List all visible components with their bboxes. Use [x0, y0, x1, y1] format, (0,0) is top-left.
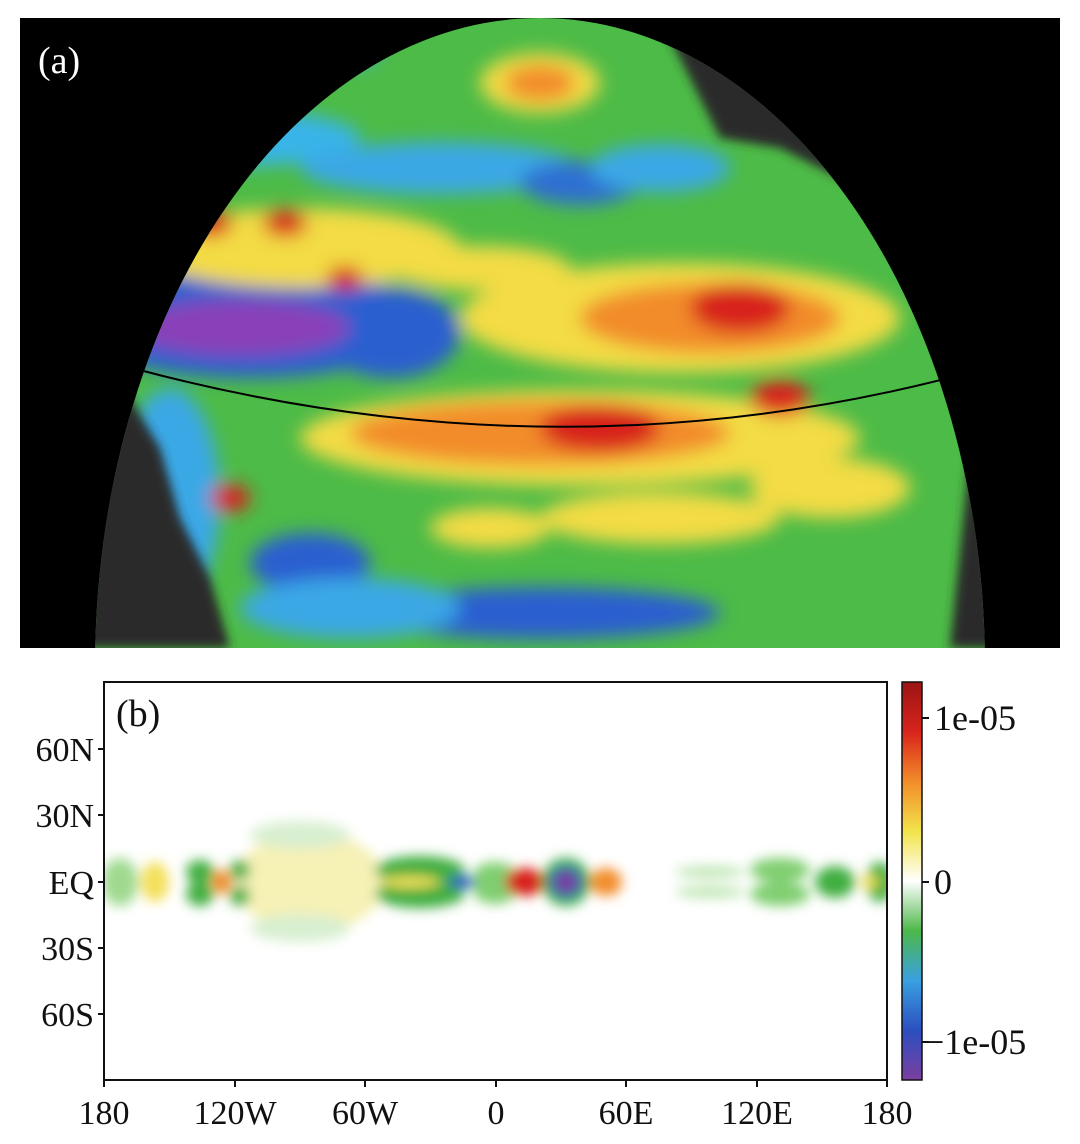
anomaly-cell [860, 876, 880, 888]
anomaly-cell [250, 914, 350, 942]
colorbar-label-min: −1e-05 [924, 1022, 1026, 1062]
anomaly-blob [590, 144, 730, 192]
anomaly-cell [750, 858, 810, 882]
anomaly-cell [505, 868, 545, 896]
y-tick-label: 30N [35, 798, 94, 835]
panel-b-label: (b) [116, 693, 160, 735]
y-tick-label: 60S [41, 997, 94, 1034]
y-tick-label: 30S [41, 931, 94, 968]
globe-map-panel: (a) [20, 18, 1060, 648]
anomaly-blob [350, 401, 730, 465]
anomaly-blob [130, 300, 350, 356]
anomaly-cell [186, 882, 214, 906]
anomaly-cell [815, 866, 855, 898]
anomaly-blob [320, 288, 460, 378]
colorbar-label-zero: 0 [934, 862, 952, 902]
colorbar-label-max: 1e-05 [934, 698, 1016, 738]
anomaly-blob [327, 266, 363, 290]
anomaly-cell [380, 876, 440, 888]
anomaly-cell [590, 868, 622, 896]
anomaly-blob [210, 484, 250, 512]
anomaly-cell [675, 866, 745, 878]
anomaly-blob [430, 508, 550, 548]
anomaly-cell [212, 870, 232, 894]
anomaly-blob [750, 380, 810, 416]
heatmap-panel: (b) 60N 30N EQ 30S 60S 180 120W 60W 0 60… [35, 681, 1026, 1132]
anomaly-cell [230, 860, 250, 880]
x-axis: 180 120W 60W 0 60E 120E 180 [79, 1080, 913, 1132]
anomaly-blob [263, 209, 307, 237]
anomaly-cell [750, 882, 810, 906]
x-tick-label: 180 [862, 1095, 913, 1132]
y-axis: 60N 30N EQ 30S 60S [35, 732, 104, 1034]
x-tick-label: 120E [721, 1095, 793, 1132]
equator-line [95, 352, 985, 428]
anomaly-cell [555, 872, 577, 892]
y-tick-label: 60N [35, 732, 94, 769]
anomaly-blob [540, 492, 780, 544]
colorbar: 1e-05 0 −1e-05 [901, 681, 1026, 1081]
x-tick-label: 120W [193, 1095, 277, 1132]
anomaly-cell [235, 832, 385, 932]
anomaly-blob [240, 578, 460, 638]
colorbar-fill [902, 682, 922, 1080]
anomaly-cell [250, 821, 350, 849]
x-tick-label: 180 [79, 1095, 130, 1132]
y-tick-label: EQ [49, 865, 94, 902]
anomaly-cell [675, 886, 745, 898]
anomaly-cell [141, 862, 169, 902]
australia-nz [95, 348, 230, 648]
heatmap-field [104, 821, 887, 942]
anomaly-blob [750, 458, 910, 518]
anomaly-cell [448, 876, 476, 888]
x-tick-label: 60W [332, 1095, 399, 1132]
anomaly-cell [104, 858, 138, 906]
anomaly-blob [505, 65, 575, 101]
x-tick-label: 60E [599, 1095, 654, 1132]
anomaly-blob [690, 283, 790, 333]
panel-a-label: (a) [38, 40, 80, 82]
anomaly-cell [186, 860, 214, 884]
anomaly-blob [250, 533, 370, 593]
anomaly-blob [300, 142, 580, 194]
anomaly-blob [540, 404, 660, 452]
x-tick-label: 0 [488, 1095, 505, 1132]
anomaly-cell [230, 886, 250, 906]
